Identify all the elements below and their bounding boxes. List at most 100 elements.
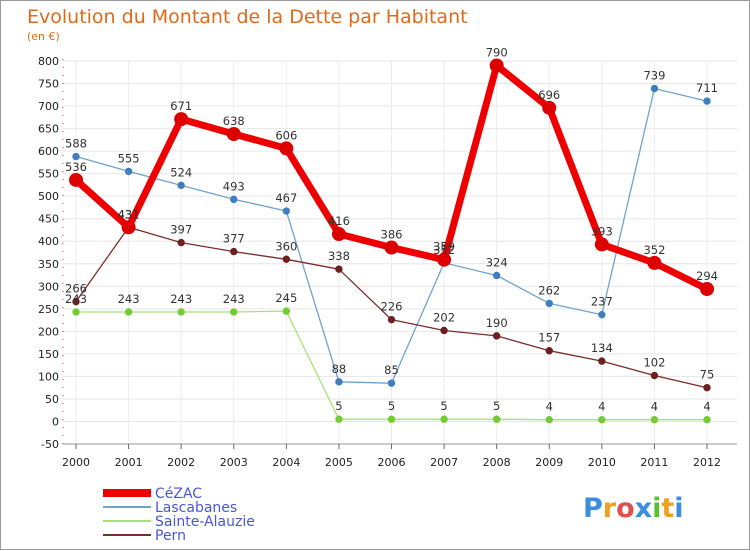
- logo-letter: r: [603, 493, 617, 524]
- data-label-lascabanes: 555: [118, 151, 140, 165]
- legend-label-sainte-alauzie: Sainte-Alauzie: [155, 514, 255, 530]
- data-point-pern: [177, 238, 185, 247]
- data-label-pern: 102: [643, 356, 665, 370]
- data-label-lascabanes: 262: [538, 283, 560, 297]
- y-tick-label: 200: [38, 325, 59, 338]
- y-tick-label: 0: [52, 415, 59, 428]
- data-label-pern: 266: [65, 282, 87, 296]
- data-point-lascabanes: [598, 310, 606, 319]
- logo-letter: o: [616, 493, 635, 524]
- data-point-pern: [492, 332, 501, 340]
- x-tick-label: 2004: [272, 456, 300, 469]
- data-label-sainte-alauzie: 243: [170, 292, 192, 306]
- data-point-sainte-alauzie: [72, 308, 80, 316]
- data-point-pern: [598, 357, 606, 365]
- data-label-c-zac: 416: [328, 214, 350, 228]
- data-label-lascabanes: 324: [486, 255, 508, 269]
- data-label-pern: 202: [433, 310, 455, 324]
- data-label-c-zac: 431: [118, 207, 140, 221]
- y-tick-label: 600: [38, 145, 59, 158]
- data-point-sainte-alauzie: [650, 415, 659, 424]
- legend-label-pern: Pern: [155, 528, 186, 544]
- data-point-sainte-alauzie: [545, 415, 553, 424]
- data-point-lascabanes: [335, 378, 343, 386]
- data-label-lascabanes: 467: [275, 191, 297, 205]
- data-label-pern: 75: [700, 368, 715, 382]
- data-label-c-zac: 790: [486, 46, 508, 60]
- y-tick-label: -50: [41, 438, 59, 451]
- data-point-lascabanes: [230, 195, 238, 204]
- data-label-sainte-alauzie: 4: [546, 400, 553, 414]
- data-point-sainte-alauzie: [230, 308, 238, 316]
- data-label-c-zac: 606: [275, 128, 297, 142]
- x-tick-label: 2010: [588, 456, 616, 469]
- data-label-pern: 431: [118, 207, 140, 221]
- data-point-sainte-alauzie: [282, 307, 291, 315]
- data-label-pern: 190: [486, 316, 508, 330]
- data-point-c-zac: [226, 126, 241, 141]
- y-tick-label: 100: [38, 370, 59, 383]
- legend-label-c-zac: CéZAC: [155, 486, 202, 502]
- proxiti-logo: Proxiti: [583, 493, 684, 524]
- y-tick-label: 500: [38, 190, 59, 203]
- data-point-sainte-alauzie: [703, 415, 711, 424]
- data-label-lascabanes: 237: [591, 295, 613, 309]
- data-label-c-zac: 696: [538, 88, 560, 102]
- chart-subtitle: (en €): [27, 30, 60, 43]
- data-point-c-zac: [489, 58, 504, 73]
- y-tick-label: 300: [38, 280, 59, 293]
- data-label-sainte-alauzie: 243: [118, 292, 140, 306]
- data-point-sainte-alauzie: [335, 415, 343, 423]
- logo-letter: x: [635, 493, 652, 524]
- x-tick-label: 2011: [640, 456, 668, 469]
- data-label-sainte-alauzie: 5: [493, 399, 500, 413]
- data-label-lascabanes: 588: [65, 137, 87, 151]
- x-tick-label: 2012: [693, 456, 721, 469]
- data-point-pern: [72, 297, 80, 306]
- chart-title: Evolution du Montant de la Dette par Hab…: [27, 6, 468, 28]
- data-point-sainte-alauzie: [124, 308, 133, 316]
- data-label-c-zac: 294: [696, 269, 718, 283]
- data-label-c-zac: 638: [223, 114, 245, 128]
- x-tick-label: 2009: [535, 456, 563, 469]
- logo-letter: i: [652, 493, 661, 524]
- data-point-c-zac: [121, 220, 136, 235]
- data-point-sainte-alauzie: [492, 415, 501, 423]
- data-point-c-zac: [647, 255, 662, 270]
- data-point-pern: [282, 255, 291, 263]
- data-label-c-zac: 536: [65, 160, 87, 174]
- data-point-pern: [335, 265, 343, 273]
- x-tick-label: 2007: [430, 456, 458, 469]
- data-label-pern: 226: [381, 300, 403, 314]
- data-label-sainte-alauzie: 243: [65, 292, 87, 306]
- data-label-lascabanes: 739: [643, 68, 665, 82]
- data-label-c-zac: 671: [170, 99, 192, 113]
- data-label-c-zac: 386: [381, 228, 403, 242]
- data-label-sainte-alauzie: 243: [223, 292, 245, 306]
- data-point-pern: [703, 383, 711, 392]
- data-point-pern: [650, 371, 659, 380]
- data-point-lascabanes: [124, 167, 133, 176]
- data-point-c-zac: [174, 112, 189, 127]
- data-point-lascabanes: [650, 84, 659, 93]
- data-label-pern: 157: [538, 331, 560, 345]
- data-point-sainte-alauzie: [440, 415, 448, 423]
- x-tick-label: 2001: [115, 456, 143, 469]
- data-label-sainte-alauzie: 245: [275, 291, 297, 305]
- data-label-sainte-alauzie: 4: [598, 400, 605, 414]
- data-label-lascabanes: 711: [696, 81, 718, 95]
- x-tick-label: 2006: [378, 456, 406, 469]
- legend-label-lascabanes: Lascabanes: [155, 500, 237, 516]
- y-tick-label: 50: [45, 393, 59, 406]
- data-label-lascabanes: 88: [332, 362, 347, 376]
- data-point-c-zac: [384, 240, 399, 255]
- x-tick-label: 2003: [220, 456, 248, 469]
- data-point-c-zac: [594, 237, 609, 252]
- data-label-pern: 397: [170, 223, 192, 237]
- data-label-c-zac: 352: [643, 243, 665, 257]
- data-point-lascabanes: [545, 299, 553, 308]
- data-label-sainte-alauzie: 4: [703, 400, 710, 414]
